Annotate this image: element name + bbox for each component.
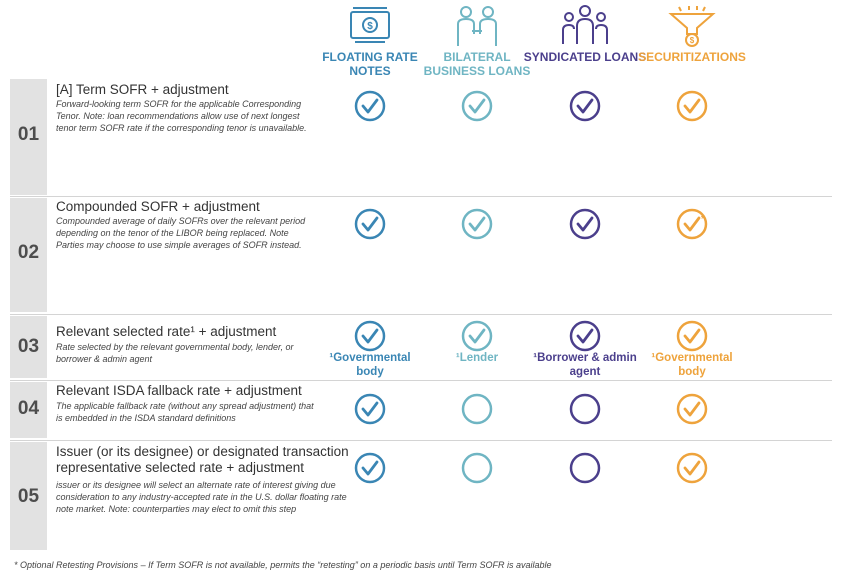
row-description: Rate selected by the relevant government… [56, 342, 294, 364]
funnel-icon: $ [668, 6, 716, 47]
row-description: issuer or its designee will select an al… [56, 480, 347, 514]
check-circle-icon [354, 90, 386, 122]
footnote: * Optional Retesting Provisions – If Ter… [14, 560, 552, 570]
row-number-cell [10, 79, 47, 195]
column-header-bilateral-business-loans: BILATERAL BUSINESS LOANS [423, 50, 531, 78]
row-number: 03 [17, 336, 40, 357]
row-description: Compounded average of daily SOFRs over t… [56, 216, 306, 250]
row-title: Relevant ISDA fallback rate + adjustment [56, 383, 302, 398]
check-circle-icon [354, 452, 386, 484]
row-divider [10, 314, 832, 315]
row-title: [A] Term SOFR + adjustment [56, 82, 229, 97]
check-circle-icon [676, 90, 708, 122]
svg-text:$: $ [367, 21, 373, 32]
row-number: 04 [17, 398, 40, 419]
row-number-cell [10, 316, 47, 378]
row-number: 02 [17, 242, 40, 263]
check-circle-icon: * [676, 208, 708, 240]
row-description: The applicable fallback rate (without an… [56, 401, 314, 423]
row-divider [10, 196, 832, 197]
group-people-icon [562, 5, 608, 44]
column-header-floating-rate-notes: FLOATING RATE NOTES [322, 50, 418, 78]
row-divider [10, 380, 832, 381]
money-bill-icon: $ [350, 7, 390, 43]
check-circle-icon [676, 393, 708, 425]
row-number-cell [10, 442, 47, 550]
row-number: 01 [17, 124, 40, 145]
empty-circle-icon [461, 393, 493, 425]
row-title: Compounded SOFR + adjustment [56, 199, 260, 214]
svg-text:$: $ [690, 36, 695, 45]
row-number-cell [10, 198, 47, 312]
check-circle-icon [461, 208, 493, 240]
mark-label: ¹Governmental body [651, 352, 733, 378]
row-number-cell [10, 382, 47, 438]
check-circle-icon [461, 90, 493, 122]
two-people-icon [457, 6, 497, 46]
column-header-securitizations: SECURITIZATIONS [638, 50, 746, 64]
empty-circle-icon [569, 393, 601, 425]
column-header-syndicated-loans: SYNDICATED LOANS [523, 50, 647, 64]
check-circle-icon [569, 320, 601, 352]
check-circle-icon [676, 320, 708, 352]
empty-circle-icon [461, 452, 493, 484]
check-circle-icon [354, 320, 386, 352]
mark-label: ¹Governmental body [329, 352, 411, 378]
check-circle-icon [461, 320, 493, 352]
row-divider [10, 440, 832, 441]
check-circle-icon [569, 208, 601, 240]
check-circle-icon [354, 393, 386, 425]
mark-label: ¹Lender [455, 352, 499, 364]
row-description: Forward-looking term SOFR for the applic… [56, 99, 307, 133]
check-circle-icon [676, 452, 708, 484]
row-title: Relevant selected rate¹ + adjustment [56, 324, 277, 339]
mark-label: ¹Borrower & admin agent [533, 352, 637, 378]
row-title: Issuer (or its designee) or designated t… [56, 444, 349, 475]
row-number: 05 [17, 486, 40, 507]
check-circle-icon [569, 90, 601, 122]
svg-text:*: * [701, 214, 705, 225]
empty-circle-icon [569, 452, 601, 484]
check-circle-icon [354, 208, 386, 240]
